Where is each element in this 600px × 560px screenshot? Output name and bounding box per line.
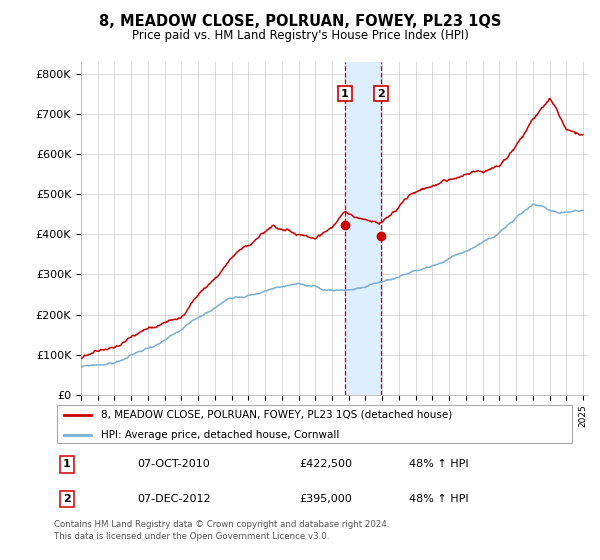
- Text: 48% ↑ HPI: 48% ↑ HPI: [409, 494, 469, 504]
- Text: Price paid vs. HM Land Registry's House Price Index (HPI): Price paid vs. HM Land Registry's House …: [131, 29, 469, 42]
- Text: 2: 2: [377, 88, 385, 99]
- Text: 07-DEC-2012: 07-DEC-2012: [137, 494, 211, 504]
- Bar: [345, 62, 381, 395]
- Text: HPI: Average price, detached house, Cornwall: HPI: Average price, detached house, Corn…: [101, 430, 340, 440]
- Text: 1: 1: [63, 459, 71, 469]
- Text: £422,500: £422,500: [299, 459, 352, 469]
- Text: 48% ↑ HPI: 48% ↑ HPI: [409, 459, 469, 469]
- Text: 2: 2: [63, 494, 71, 504]
- FancyBboxPatch shape: [56, 405, 572, 443]
- Text: 1: 1: [341, 88, 349, 99]
- Text: This data is licensed under the Open Government Licence v3.0.: This data is licensed under the Open Gov…: [54, 532, 329, 541]
- Text: 8, MEADOW CLOSE, POLRUAN, FOWEY, PL23 1QS (detached house): 8, MEADOW CLOSE, POLRUAN, FOWEY, PL23 1Q…: [101, 409, 452, 419]
- Text: 07-OCT-2010: 07-OCT-2010: [137, 459, 210, 469]
- Text: 8, MEADOW CLOSE, POLRUAN, FOWEY, PL23 1QS: 8, MEADOW CLOSE, POLRUAN, FOWEY, PL23 1Q…: [99, 14, 501, 29]
- Text: £395,000: £395,000: [299, 494, 352, 504]
- Text: Contains HM Land Registry data © Crown copyright and database right 2024.: Contains HM Land Registry data © Crown c…: [54, 520, 389, 529]
